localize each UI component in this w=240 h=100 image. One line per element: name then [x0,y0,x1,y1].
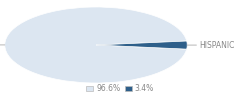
Text: HISPANIC: HISPANIC [187,41,234,50]
Legend: 96.6%, 3.4%: 96.6%, 3.4% [83,81,157,96]
Text: WHITE: WHITE [0,40,5,49]
Wedge shape [5,7,187,83]
Wedge shape [96,41,187,49]
